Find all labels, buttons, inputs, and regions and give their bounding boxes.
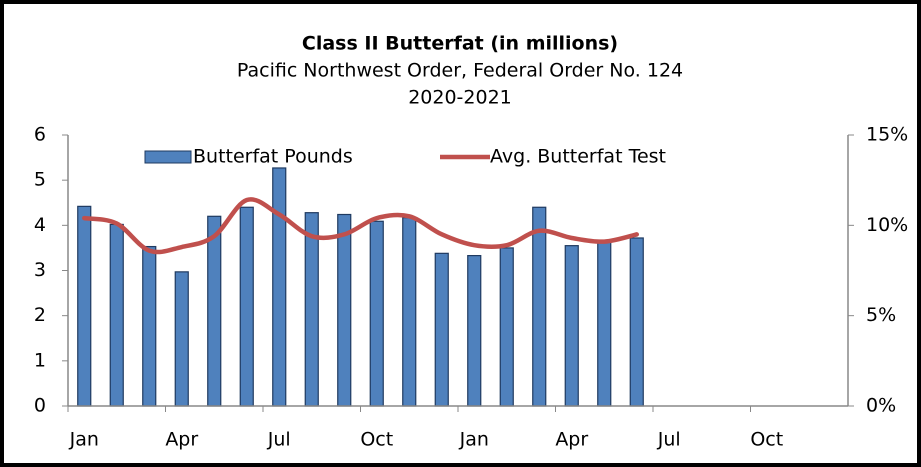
legend-swatch bbox=[144, 150, 192, 164]
bar bbox=[77, 205, 92, 407]
legend-label: Avg. Butterfat Test bbox=[490, 146, 666, 168]
x-tick-label: Jul bbox=[267, 429, 291, 451]
bar bbox=[109, 223, 124, 407]
x-tick-label: Jan bbox=[69, 429, 99, 451]
bar bbox=[467, 254, 482, 407]
y-tick-label: 3 bbox=[34, 259, 46, 281]
x-tick-label: Oct bbox=[750, 429, 783, 451]
bar bbox=[532, 206, 547, 407]
bar bbox=[337, 213, 352, 407]
x-tick-label: Oct bbox=[360, 429, 393, 451]
x-tick-label: Apr bbox=[555, 429, 588, 451]
bar bbox=[597, 240, 612, 407]
bar bbox=[239, 206, 254, 407]
y-tick-label: 0 bbox=[34, 395, 46, 417]
chart-period: 2020-2021 bbox=[408, 87, 512, 109]
y2-tick-label: 5% bbox=[866, 304, 896, 326]
legend-label: Butterfat Pounds bbox=[193, 146, 353, 168]
bar bbox=[272, 167, 287, 407]
y2-tick-label: 0% bbox=[866, 395, 896, 417]
chart-title: Class II Butterfat (in millions) bbox=[302, 33, 618, 55]
y-tick-label: 5 bbox=[34, 169, 46, 191]
line bbox=[82, 197, 639, 255]
bar bbox=[434, 252, 449, 407]
y2-tick-label: 15% bbox=[866, 124, 908, 146]
y-tick-label: 6 bbox=[34, 124, 46, 146]
bar bbox=[402, 217, 417, 407]
y-tick-label: 4 bbox=[34, 214, 46, 236]
x-tick-label: Jul bbox=[657, 429, 681, 451]
bar bbox=[499, 247, 514, 407]
y-tick-label: 1 bbox=[34, 349, 46, 371]
x-tick-label: Apr bbox=[165, 429, 198, 451]
bar bbox=[564, 245, 579, 407]
y2-tick-label: 10% bbox=[866, 214, 908, 236]
bar bbox=[629, 237, 644, 407]
y-tick-label: 2 bbox=[34, 304, 46, 326]
chart-subtitle: Pacific Northwest Order, Federal Order N… bbox=[237, 60, 683, 82]
bar bbox=[369, 220, 384, 407]
bar bbox=[207, 215, 222, 407]
bar bbox=[304, 212, 319, 407]
x-tick-label: Jan bbox=[459, 429, 489, 451]
bar bbox=[174, 271, 189, 407]
bar bbox=[142, 245, 157, 407]
